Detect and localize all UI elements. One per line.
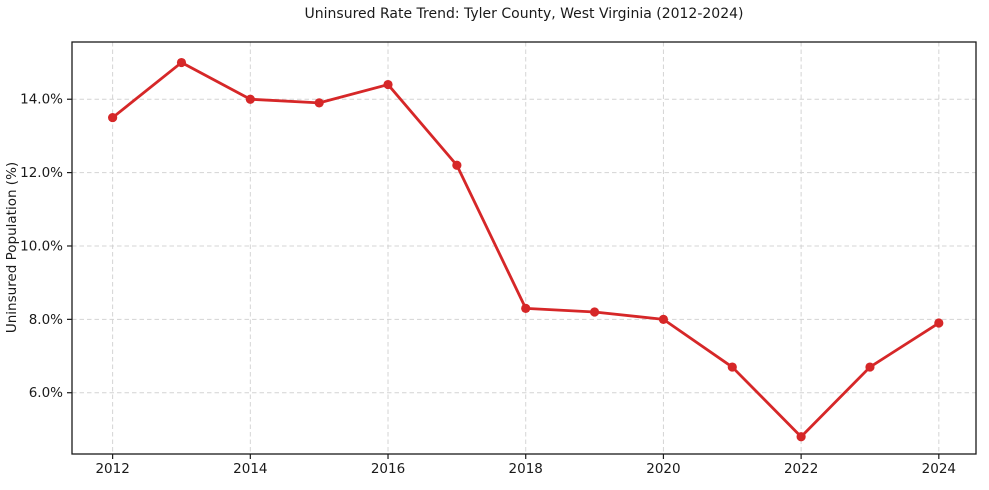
chart-title: Uninsured Rate Trend: Tyler County, West… [304, 6, 744, 22]
data-point [934, 318, 944, 328]
data-point [108, 112, 118, 123]
y-tick-label: 14.0% [20, 92, 63, 108]
data-point [452, 160, 462, 170]
x-tick-label: 2020 [646, 461, 680, 477]
data-point [176, 57, 187, 68]
data-point [383, 79, 393, 90]
series-layer [108, 57, 944, 442]
axes-spines [71, 41, 977, 455]
x-tick-label: 2012 [95, 461, 129, 477]
y-tick-label: 10.0% [20, 238, 63, 254]
x-tick-label: 2024 [922, 461, 956, 477]
grid-layer [72, 42, 976, 454]
x-tick-label: 2016 [371, 461, 405, 477]
x-tick-label: 2022 [784, 461, 818, 477]
x-tick-label: 2014 [233, 461, 267, 477]
data-point [245, 94, 255, 104]
data-point [865, 362, 875, 372]
y-tick-label: 12.0% [20, 165, 63, 181]
x-tick-label: 2018 [509, 461, 543, 477]
y-axis-label: Uninsured Population (%) [4, 162, 20, 333]
y-tick-label: 8.0% [29, 312, 63, 328]
y-tick-label: 6.0% [29, 385, 63, 401]
data-point [658, 314, 669, 324]
data-point [796, 432, 806, 442]
plot-border [71, 41, 977, 455]
tick-layer: 2012 2014 2016 2018 2020 2022 2024 6.0% 8.0% 10.0… [20, 92, 956, 477]
data-point [314, 98, 324, 108]
data-point [521, 303, 531, 313]
data-point [589, 307, 600, 317]
data-point [727, 362, 737, 372]
